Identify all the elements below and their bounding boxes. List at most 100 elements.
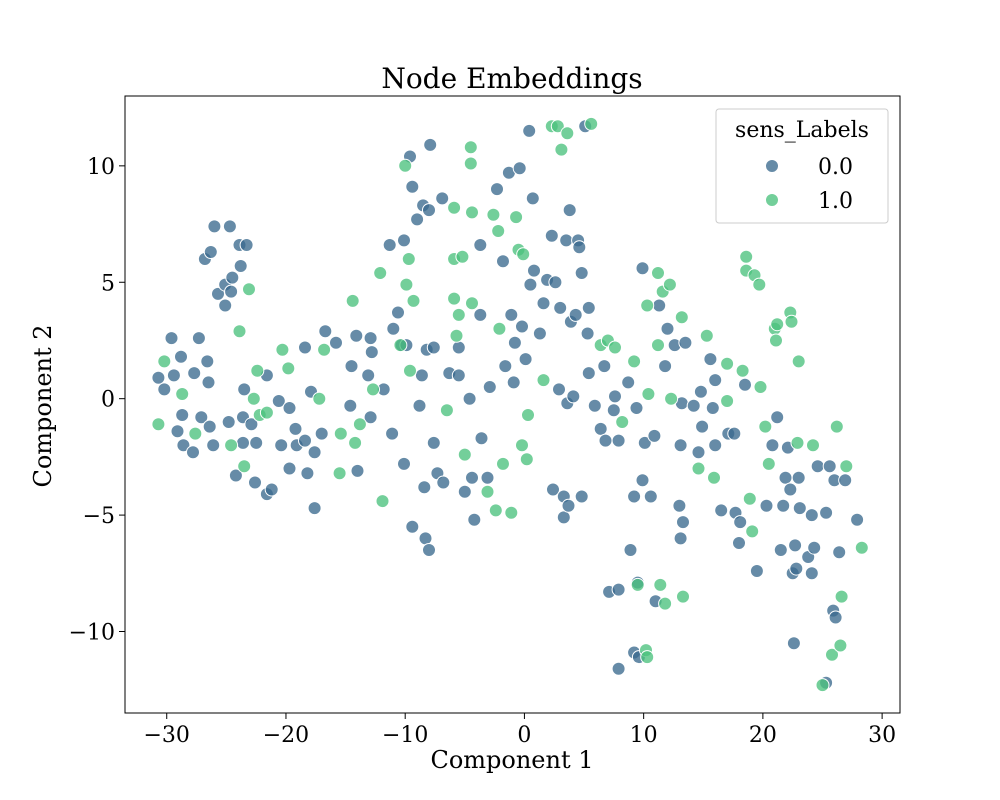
scatter-point-series-0 [611,582,626,597]
scatter-point-series-0 [391,305,405,320]
scatter-point-series-1 [519,452,534,467]
scatter-point-series-1 [651,338,665,353]
scatter-point-series-1 [352,417,367,432]
scatter-point-series-0 [423,137,438,152]
scatter-point-series-0 [759,498,774,513]
scatter-point-series-0 [574,489,589,504]
scatter-point-series-1 [332,466,347,481]
scatter-point-series-1 [758,419,773,434]
scatter-point-series-0 [544,228,559,243]
scatter-point-series-1 [791,354,806,369]
scatter-point-series-0 [307,501,322,516]
scatter-point-series-1 [676,589,690,604]
scatter-point-series-0 [581,366,596,381]
scatter-point-series-1 [627,354,642,369]
scatter-point-series-0 [635,261,650,276]
scatter-point-series-0 [307,445,322,460]
scatter-point-series-0 [318,324,333,339]
scatter-point-series-0 [426,340,441,355]
scatter-point-series-1 [615,415,630,429]
scatter-point-series-1 [488,503,503,518]
scatter-point-series-0 [518,352,533,367]
scatter-point-series-0 [191,331,206,346]
scatter-point-series-0 [548,275,563,290]
scatter-point-series-0 [496,254,510,269]
scatter-point-series-0 [828,610,843,625]
y-axis-label: Component 2 [29,324,57,487]
scatter-point-series-0 [819,505,834,520]
scatter-point-series-0 [673,531,688,546]
scatter-point-series-1 [825,647,839,662]
scatter-point-series-1 [406,293,421,308]
scatter-point-series-0 [361,368,376,383]
scatter-point-series-0 [187,366,202,381]
scatter-point-series-0 [608,389,622,404]
scatter-point-series-0 [686,398,701,413]
scatter-point-series-0 [738,377,752,392]
scatter-point-series-0 [435,191,450,206]
scatter-point-series-1 [720,356,735,371]
scatter-point-series-0 [703,352,718,367]
scatter-point-series-0 [436,475,451,490]
scatter-point-series-0 [568,307,583,322]
scatter-point-series-0 [733,515,748,530]
scatter-point-series-0 [457,484,472,499]
scatter-point-series-0 [236,435,250,450]
scatter-point-series-0 [386,321,401,336]
x-tick-label: 20 [749,723,777,748]
scatter-point-series-0 [467,512,482,527]
scatter-point-series-0 [422,203,436,218]
scatter-point-series-0 [587,398,602,413]
scatter-point-series-0 [364,345,379,360]
scatter-point-series-1 [834,589,849,604]
scatter-point-series-0 [838,473,853,488]
scatter-point-series-1 [536,373,551,388]
scatter-point-series-1 [447,291,462,306]
scatter-point-series-0 [783,482,798,497]
scatter-point-series-0 [527,263,541,278]
scatter-point-series-1 [232,324,247,339]
scatter-point-series-1 [699,328,714,343]
scatter-point-series-1 [833,638,848,653]
scatter-point-series-0 [300,466,315,481]
scatter-point-series-1 [449,328,464,343]
scatter-point-series-0 [643,489,658,504]
scatter-point-series-0 [515,319,529,334]
scatter-point-series-1 [348,435,363,450]
scatter-point-series-1 [366,382,380,397]
scatter-point-series-1 [317,342,332,357]
scatter-point-series-1 [770,317,785,332]
y-tick-label: 10 [87,155,115,180]
scatter-point-series-0 [418,531,433,546]
scatter-point-series-0 [566,389,581,404]
scatter-point-series-1 [465,205,479,220]
scatter-point-series-0 [482,380,497,394]
scatter-point-series-0 [695,419,710,434]
scatter-point-series-0 [221,415,236,429]
scatter-point-series-1 [640,298,655,313]
scatter-point-series-1 [463,140,478,155]
scatter-point-series-1 [651,266,665,280]
scatter-point-series-0 [174,349,188,364]
scatter-point-series-1 [839,459,854,474]
scatter-point-series-1 [806,438,820,453]
scatter-point-series-0 [611,661,626,676]
scatter-point-series-1 [707,470,721,485]
legend-box [715,108,889,224]
scatter-point-series-0 [804,508,819,523]
scatter-point-series-0 [225,270,240,285]
scatter-point-series-0 [778,470,793,485]
scatter-point-series-0 [382,238,397,252]
scatter-point-series-1 [584,116,599,131]
scatter-point-series-0 [202,419,217,434]
scatter-point-series-0 [224,284,239,299]
scatter-point-series-1 [658,596,673,611]
scatter-point-series-1 [281,361,296,376]
scatter-point-series-1 [640,650,655,665]
scatter-point-series-0 [462,391,477,406]
scatter-point-series-0 [298,433,312,448]
scatter-point-series-0 [314,426,329,441]
scatter-point-series-0 [426,435,441,450]
scatter-point-series-1 [815,678,830,693]
